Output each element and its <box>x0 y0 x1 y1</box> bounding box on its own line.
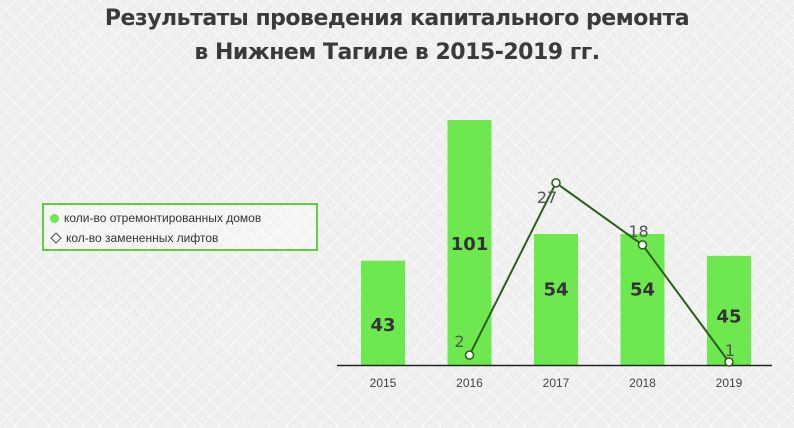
x-tick-label-2018: 2018 <box>629 376 656 390</box>
legend-label-houses: коли-во отремонтированных домов <box>64 211 262 225</box>
bar-value-label-2019: 45 <box>716 306 741 327</box>
lifts-point-2017 <box>551 178 561 188</box>
legend-swatch-bar <box>50 213 59 223</box>
lifts-value-label-2017: 27 <box>537 188 557 207</box>
x-tick-label-2016: 2016 <box>456 376 483 390</box>
x-tick-label-2015: 2015 <box>370 376 397 390</box>
legend-label-lifts: кол-во замененных лифтов <box>66 231 219 245</box>
chart-title: Результаты проведения капитального ремон… <box>0 2 794 70</box>
lifts-point-2016 <box>464 350 475 360</box>
bar-value-label-2015: 43 <box>370 315 395 336</box>
legend-item-houses: коли-во отремонтированных домов <box>50 210 261 226</box>
lifts-series-line <box>468 181 730 363</box>
bar-value-label-2018: 54 <box>630 280 655 301</box>
lifts-value-label-2016: 2 <box>454 332 464 351</box>
bar-2017 <box>534 234 578 365</box>
bar-2018 <box>620 234 665 365</box>
lifts-value-label-2019: 1 <box>725 341 735 360</box>
lifts-point-2019 <box>724 357 734 367</box>
lifts-point-2018 <box>637 240 648 250</box>
x-tick-label-2017: 2017 <box>543 376 570 390</box>
x-tick-label-2019: 2019 <box>716 376 743 390</box>
legend-item-lifts: кол-во замененных лифтов <box>50 230 218 246</box>
bar-value-label-2016: 101 <box>451 234 489 255</box>
bar-value-label-2017: 54 <box>543 280 568 301</box>
title-line-2: в Нижнем Тагиле в 2015-2019 гг. <box>194 40 600 65</box>
bar-2019 <box>707 255 751 365</box>
lifts-value-label-2018: 18 <box>628 222 648 241</box>
title-line-1: Результаты проведения капитального ремон… <box>104 6 690 31</box>
bar-2015 <box>361 260 405 365</box>
legend: коли-во отремонтированных домов кол-во з… <box>42 203 318 251</box>
